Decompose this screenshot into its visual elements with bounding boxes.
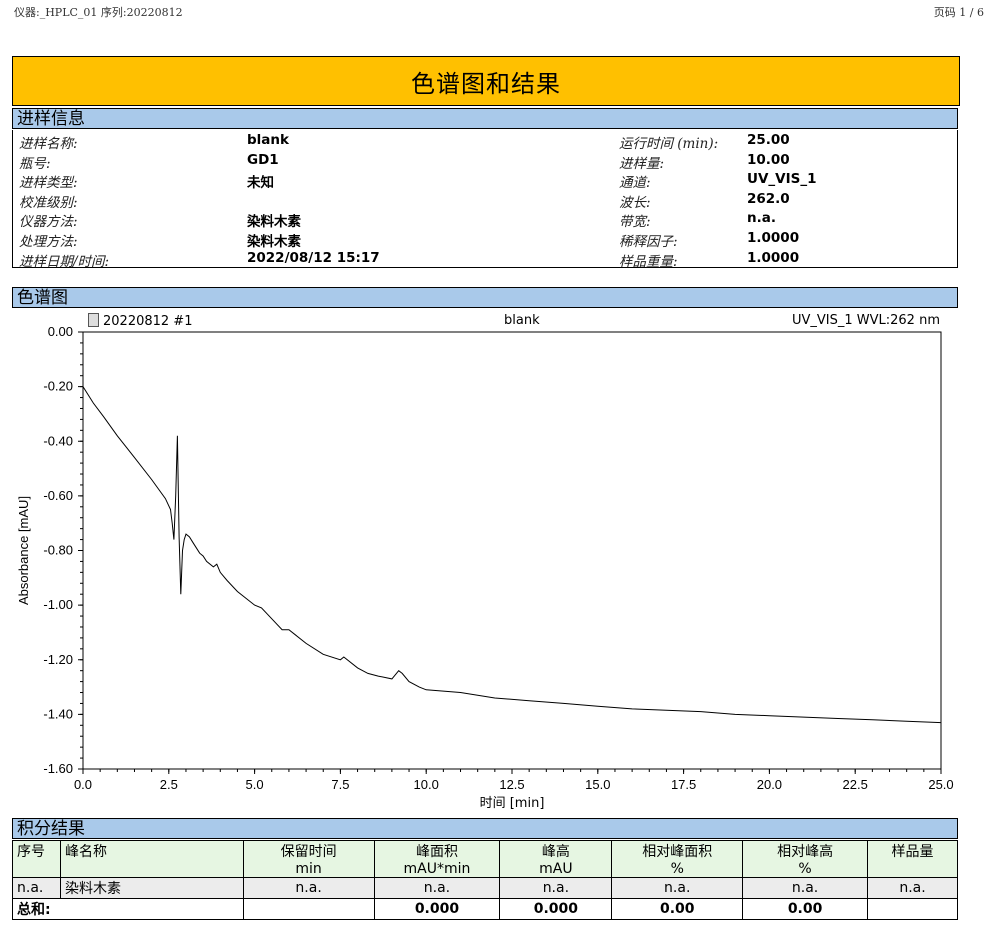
cell-amount: n.a. [867, 877, 958, 899]
section-injection-info: 进样信息 [12, 108, 958, 129]
info-value: 10.00 [747, 151, 790, 168]
y-tick-label: 0.00 [48, 324, 73, 339]
sum-retention-time [242, 898, 375, 920]
injection-info-table: 进样名称: blank 运行时间 (min): 25.00 瓶号: GD1 进样… [12, 130, 958, 270]
y-tick-label: -1.60 [43, 761, 73, 776]
sum-height: 0.000 [499, 898, 613, 920]
sum-amount [867, 898, 958, 920]
info-label: 处理方法: [19, 234, 78, 250]
x-tick-label: 10.0 [414, 777, 439, 792]
info-label: 通道: [619, 175, 651, 192]
info-value: 262.0 [747, 190, 790, 207]
x-tick-label: 12.5 [499, 777, 524, 792]
x-tick-label: 17.5 [671, 777, 696, 792]
info-value: UV_VIS_1 [747, 171, 817, 188]
col-header-amount: 样品量 [867, 840, 958, 878]
info-value: 25.00 [747, 132, 790, 148]
y-tick-label: -0.80 [43, 543, 73, 558]
chromatogram-plot: 0.00 -0.20 -0.40 -0.60 -0.80 -1.00 -1.20 -1.40 -… [16, 324, 954, 811]
info-row: 处理方法: 染料木素 稀释因子: 1.0000 [13, 230, 957, 250]
info-label: 进样名称: [19, 136, 78, 152]
info-label: 进样类型: [19, 175, 78, 192]
cell-rel-area: n.a. [611, 877, 744, 899]
y-axis-label: Absorbance [mAU] [16, 496, 31, 605]
info-label: 样品重量: [619, 253, 678, 270]
sum-label: 总和: [12, 898, 244, 920]
results-header-row: 序号 峰名称 保留时间 min 峰面积 mAU*min 峰高 mAU 相对峰面积% 相… [12, 840, 958, 878]
chart-caption-sequence-text: 20220812 #1 [103, 314, 193, 329]
col-header-rel-height: 相对峰高% [742, 840, 869, 878]
report-title: 色谱图和结果 [12, 56, 960, 106]
section-integration-results: 积分结果 [12, 818, 958, 839]
cell-height: n.a. [499, 877, 613, 899]
col-header-retention-time: 保留时间 min [242, 840, 375, 878]
info-value: 未知 [247, 175, 274, 192]
chromatogram-trace [82, 386, 942, 724]
results-sum-row: 总和: 0.000 0.000 0.00 0.00 [12, 898, 958, 920]
sum-rel-area: 0.00 [611, 898, 744, 920]
y-tick-label: -1.20 [43, 652, 73, 667]
cell-rel-height: n.a. [742, 877, 869, 899]
info-value: 染料木素 [247, 214, 301, 231]
y-tick-label: -1.00 [43, 597, 73, 612]
section-chromatogram: 色谱图 [12, 287, 958, 308]
info-label: 带宽: [619, 214, 651, 231]
sum-rel-height: 0.00 [742, 898, 869, 920]
info-value: 2022/08/12 15:17 [247, 249, 380, 266]
y-tick-label: -0.60 [43, 488, 73, 503]
y-tick-label: -0.40 [43, 433, 73, 448]
page-number: 页码 1 / 6 [933, 6, 984, 19]
info-label: 校准级别: [19, 194, 78, 211]
col-header-peak-name: 峰名称 [59, 840, 244, 878]
info-value: 1.0000 [747, 249, 800, 266]
x-tick-label: 0.0 [74, 777, 92, 792]
x-axis-label: 时间 [min] [480, 796, 545, 811]
table-row: n.a. 染料木素 n.a. n.a. n.a. n.a. n.a. n.a. [12, 877, 958, 899]
col-header-area: 峰面积 mAU*min [373, 840, 501, 878]
chart-caption-channel: UV_VIS_1 WVL:262 nm [791, 313, 940, 328]
plot-frame [82, 331, 942, 770]
info-label: 进样日期/时间: [19, 253, 110, 270]
info-row: 瓶号: GD1 进样量: 10.00 [13, 152, 957, 172]
info-row: 进样日期/时间: 2022/08/12 15:17 样品重量: 1.0000 [13, 250, 957, 270]
chromatogram-file-icon [88, 313, 99, 327]
x-tick-label: 25.0 [928, 777, 953, 792]
cell-area: n.a. [373, 877, 501, 899]
integration-results-table: 序号 峰名称 保留时间 min 峰面积 mAU*min 峰高 mAU 相对峰面积% 相… [12, 840, 958, 920]
info-row: 仪器方法: 染料木素 带宽: n.a. [13, 210, 957, 230]
y-tick-label: -1.40 [43, 706, 73, 721]
x-tick-label: 20.0 [757, 777, 782, 792]
chart-caption-sequence: 20220812 #1 [88, 313, 192, 329]
y-tick-label: -0.20 [43, 379, 73, 394]
x-tick-label: 2.5 [160, 777, 178, 792]
x-tick-label: 5.0 [246, 777, 264, 792]
info-row: 进样名称: blank 运行时间 (min): 25.00 [13, 132, 957, 152]
col-header-height: 峰高 mAU [499, 840, 613, 878]
x-tick-label: 15.0 [585, 777, 610, 792]
info-value: GD1 [247, 151, 279, 168]
page-header-instrument: 仪器:_HPLC_01 序列:20220812 [14, 6, 183, 19]
col-header-rel-area: 相对峰面积% [611, 840, 744, 878]
cell-retention-time: n.a. [242, 877, 375, 899]
cell-index: n.a. [12, 877, 61, 899]
info-row: 校准级别: 波长: 262.0 [13, 191, 957, 211]
cell-peak-name: 染料木素 [59, 877, 244, 899]
x-tick-label: 22.5 [843, 777, 868, 792]
info-value: n.a. [747, 210, 776, 227]
info-label: 运行时间 (min): [619, 136, 719, 152]
col-header-index: 序号 [12, 840, 61, 878]
sum-area: 0.000 [373, 898, 501, 920]
x-tick-label: 7.5 [331, 777, 349, 792]
info-value: 染料木素 [247, 234, 301, 250]
chart-caption-sample: blank [504, 313, 540, 328]
info-label: 进样量: [619, 155, 665, 172]
info-row: 进样类型: 未知 通道: UV_VIS_1 [13, 171, 957, 191]
chromatogram-chart: 20220812 #1 blank UV_VIS_1 WVL:262 nm 0.… [12, 309, 958, 817]
info-label: 波长: [619, 194, 651, 211]
info-value: 1.0000 [747, 230, 800, 246]
info-label: 稀释因子: [619, 234, 678, 250]
info-value: blank [247, 132, 289, 148]
info-label: 仪器方法: [19, 214, 78, 231]
info-label: 瓶号: [19, 155, 51, 172]
